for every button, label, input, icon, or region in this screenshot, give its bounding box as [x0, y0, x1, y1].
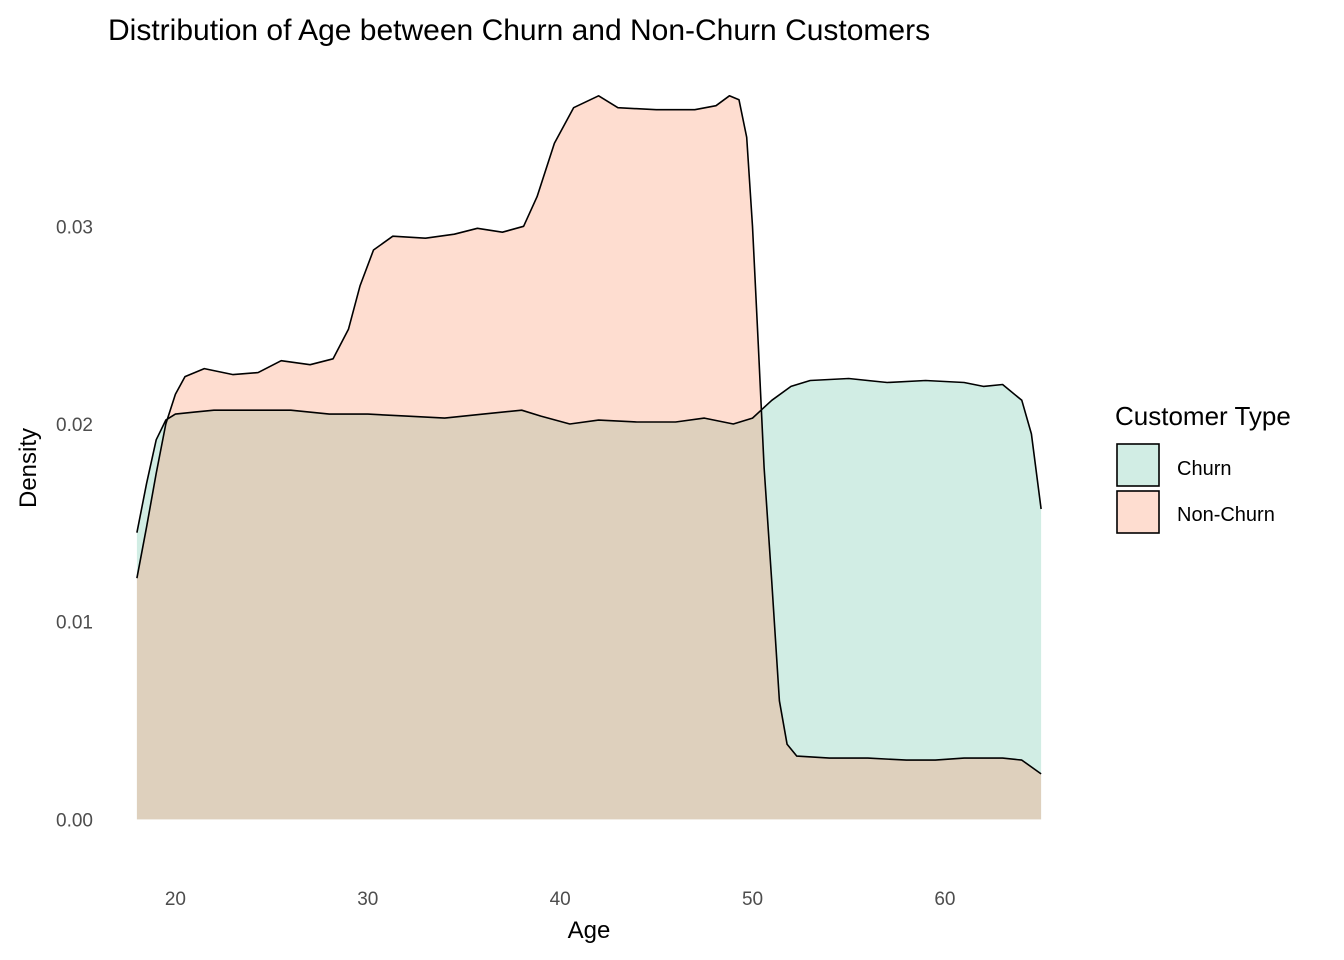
legend: Customer Type Churn Non-Churn [1115, 401, 1291, 534]
y-axis-title: Density [15, 428, 42, 508]
legend-label-churn: Churn [1177, 458, 1231, 480]
x-tick-label: 60 [934, 889, 955, 910]
x-tick-label: 30 [357, 889, 378, 910]
x-axis-title: Age [568, 917, 611, 944]
density-outline-churn [136, 377, 1042, 533]
y-tick-label: 0.00 [56, 810, 93, 831]
legend-title: Customer Type [1115, 401, 1291, 431]
x-tick-label: 50 [742, 889, 763, 910]
legend-label-non-churn: Non-Churn [1177, 504, 1275, 526]
non-churn-density-area [136, 95, 1042, 820]
density-outline-non-churn [136, 95, 1042, 775]
legend-key-churn [1116, 443, 1160, 487]
y-tick-label: 0.02 [56, 415, 93, 436]
x-tick-label: 40 [550, 889, 571, 910]
plot-area [136, 95, 1042, 820]
y-tick-label: 0.01 [56, 613, 93, 634]
y-axis-ticks: 0.00 0.01 0.02 0.03 [56, 217, 93, 831]
x-axis-ticks: 20 30 40 50 60 [165, 889, 956, 910]
churn-density-area [136, 378, 1042, 820]
legend-key-non-churn [1116, 490, 1160, 534]
x-tick-label: 20 [165, 889, 186, 910]
chart-title: Distribution of Age between Churn and No… [108, 14, 930, 47]
y-tick-label: 0.03 [56, 217, 93, 238]
